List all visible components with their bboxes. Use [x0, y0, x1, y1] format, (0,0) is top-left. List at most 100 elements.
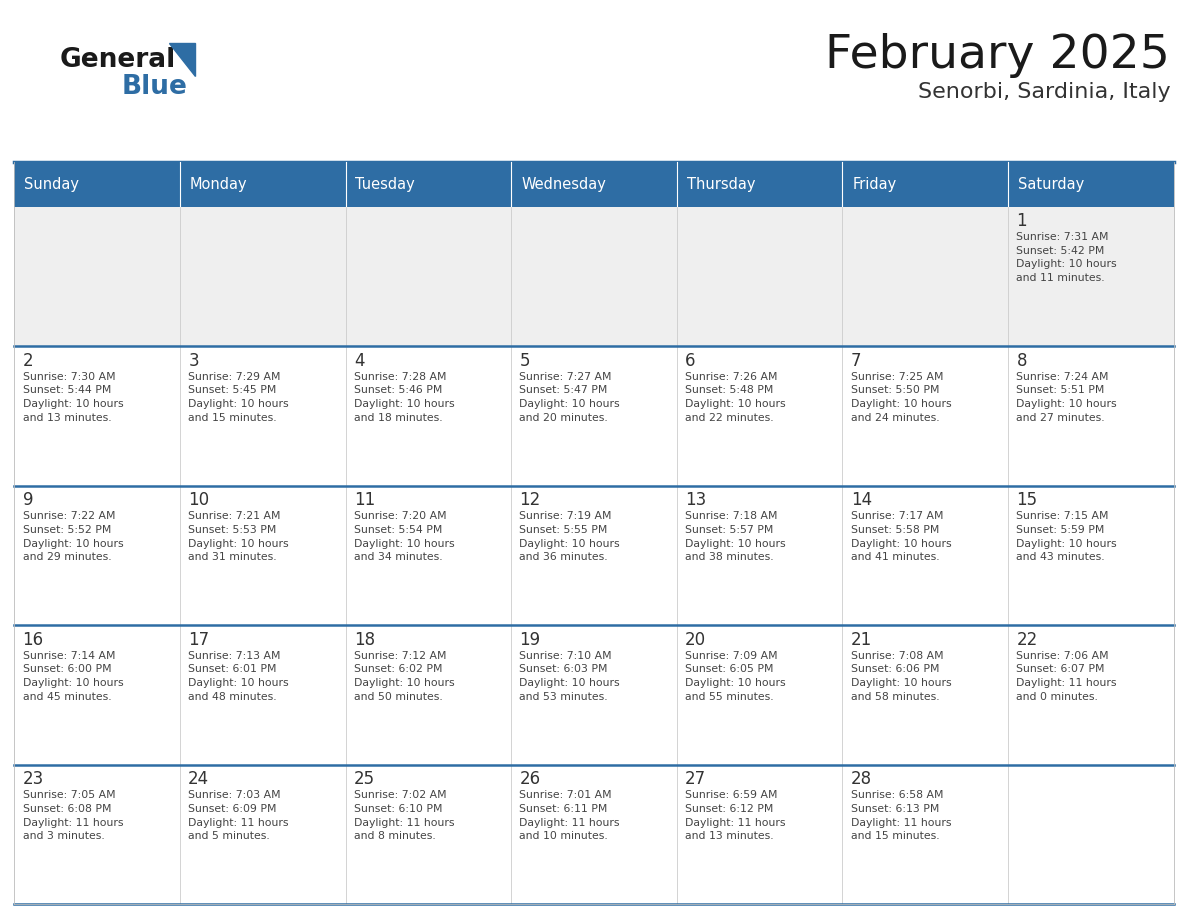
Text: 28: 28 [851, 770, 872, 789]
Text: 12: 12 [519, 491, 541, 509]
Bar [511, 486, 677, 625]
Text: 23: 23 [23, 770, 44, 789]
Text: Sunrise: 7:06 AM
Sunset: 6:07 PM
Daylight: 11 hours
and 0 minutes.: Sunrise: 7:06 AM Sunset: 6:07 PM Dayligh… [1017, 651, 1117, 701]
Text: 9: 9 [23, 491, 33, 509]
Text: Sunrise: 7:12 AM
Sunset: 6:02 PM
Daylight: 10 hours
and 50 minutes.: Sunrise: 7:12 AM Sunset: 6:02 PM Dayligh… [354, 651, 455, 701]
Bar [511, 207, 677, 346]
Text: Sunrise: 7:10 AM
Sunset: 6:03 PM
Daylight: 10 hours
and 53 minutes.: Sunrise: 7:10 AM Sunset: 6:03 PM Dayligh… [519, 651, 620, 701]
Text: Thursday: Thursday [687, 177, 756, 192]
Bar [179, 486, 346, 625]
Bar [346, 162, 511, 207]
Text: 22: 22 [1017, 631, 1037, 649]
Text: 11: 11 [354, 491, 375, 509]
Bar [511, 162, 677, 207]
Text: Sunrise: 7:18 AM
Sunset: 5:57 PM
Daylight: 10 hours
and 38 minutes.: Sunrise: 7:18 AM Sunset: 5:57 PM Dayligh… [685, 511, 785, 562]
Text: 25: 25 [354, 770, 375, 789]
Bar [842, 486, 1009, 625]
Text: Sunrise: 7:13 AM
Sunset: 6:01 PM
Daylight: 10 hours
and 48 minutes.: Sunrise: 7:13 AM Sunset: 6:01 PM Dayligh… [188, 651, 289, 701]
Bar [1009, 625, 1174, 765]
Bar [1009, 207, 1174, 346]
Text: Sunrise: 7:15 AM
Sunset: 5:59 PM
Daylight: 10 hours
and 43 minutes.: Sunrise: 7:15 AM Sunset: 5:59 PM Dayligh… [1017, 511, 1117, 562]
Text: Sunrise: 7:01 AM
Sunset: 6:11 PM
Daylight: 11 hours
and 10 minutes.: Sunrise: 7:01 AM Sunset: 6:11 PM Dayligh… [519, 790, 620, 841]
Text: 15: 15 [1017, 491, 1037, 509]
Bar [842, 207, 1009, 346]
Bar [179, 207, 346, 346]
Text: Sunrise: 7:17 AM
Sunset: 5:58 PM
Daylight: 10 hours
and 41 minutes.: Sunrise: 7:17 AM Sunset: 5:58 PM Dayligh… [851, 511, 952, 562]
Text: 17: 17 [188, 631, 209, 649]
Text: Sunrise: 6:58 AM
Sunset: 6:13 PM
Daylight: 11 hours
and 15 minutes.: Sunrise: 6:58 AM Sunset: 6:13 PM Dayligh… [851, 790, 952, 841]
Bar [842, 162, 1009, 207]
Bar [14, 765, 179, 904]
Text: Sunrise: 7:24 AM
Sunset: 5:51 PM
Daylight: 10 hours
and 27 minutes.: Sunrise: 7:24 AM Sunset: 5:51 PM Dayligh… [1017, 372, 1117, 422]
Bar [677, 162, 842, 207]
Text: 1: 1 [1017, 212, 1028, 230]
Bar [14, 207, 179, 346]
Text: Sunrise: 7:08 AM
Sunset: 6:06 PM
Daylight: 10 hours
and 58 minutes.: Sunrise: 7:08 AM Sunset: 6:06 PM Dayligh… [851, 651, 952, 701]
Bar [1009, 162, 1174, 207]
Text: 26: 26 [519, 770, 541, 789]
Text: General: General [59, 47, 176, 73]
Bar [346, 765, 511, 904]
Text: Sunrise: 7:14 AM
Sunset: 6:00 PM
Daylight: 10 hours
and 45 minutes.: Sunrise: 7:14 AM Sunset: 6:00 PM Dayligh… [23, 651, 124, 701]
Bar [14, 346, 179, 486]
Text: Sunrise: 7:09 AM
Sunset: 6:05 PM
Daylight: 10 hours
and 55 minutes.: Sunrise: 7:09 AM Sunset: 6:05 PM Dayligh… [685, 651, 785, 701]
Text: Sunday: Sunday [24, 177, 80, 192]
Text: Sunrise: 7:19 AM
Sunset: 5:55 PM
Daylight: 10 hours
and 36 minutes.: Sunrise: 7:19 AM Sunset: 5:55 PM Dayligh… [519, 511, 620, 562]
Bar [677, 486, 842, 625]
Text: 21: 21 [851, 631, 872, 649]
Text: 6: 6 [685, 352, 696, 370]
Bar [511, 346, 677, 486]
Bar [677, 625, 842, 765]
Text: 10: 10 [188, 491, 209, 509]
Bar [677, 346, 842, 486]
Bar [179, 162, 346, 207]
Text: 7: 7 [851, 352, 861, 370]
Text: Sunrise: 6:59 AM
Sunset: 6:12 PM
Daylight: 11 hours
and 13 minutes.: Sunrise: 6:59 AM Sunset: 6:12 PM Dayligh… [685, 790, 785, 841]
Text: Blue: Blue [121, 74, 187, 100]
Bar [677, 765, 842, 904]
Text: Sunrise: 7:29 AM
Sunset: 5:45 PM
Daylight: 10 hours
and 15 minutes.: Sunrise: 7:29 AM Sunset: 5:45 PM Dayligh… [188, 372, 289, 422]
Text: 3: 3 [188, 352, 198, 370]
Bar [842, 765, 1009, 904]
Text: Sunrise: 7:26 AM
Sunset: 5:48 PM
Daylight: 10 hours
and 22 minutes.: Sunrise: 7:26 AM Sunset: 5:48 PM Dayligh… [685, 372, 785, 422]
Bar [179, 765, 346, 904]
Text: Sunrise: 7:02 AM
Sunset: 6:10 PM
Daylight: 11 hours
and 8 minutes.: Sunrise: 7:02 AM Sunset: 6:10 PM Dayligh… [354, 790, 454, 841]
Bar [14, 162, 179, 207]
Text: Sunrise: 7:21 AM
Sunset: 5:53 PM
Daylight: 10 hours
and 31 minutes.: Sunrise: 7:21 AM Sunset: 5:53 PM Dayligh… [188, 511, 289, 562]
Text: 14: 14 [851, 491, 872, 509]
Bar [677, 207, 842, 346]
Text: Sunrise: 7:03 AM
Sunset: 6:09 PM
Daylight: 11 hours
and 5 minutes.: Sunrise: 7:03 AM Sunset: 6:09 PM Dayligh… [188, 790, 289, 841]
Bar [14, 486, 179, 625]
Bar [179, 346, 346, 486]
Text: Monday: Monday [190, 177, 247, 192]
Text: Wednesday: Wednesday [522, 177, 606, 192]
Bar [346, 207, 511, 346]
Text: Sunrise: 7:22 AM
Sunset: 5:52 PM
Daylight: 10 hours
and 29 minutes.: Sunrise: 7:22 AM Sunset: 5:52 PM Dayligh… [23, 511, 124, 562]
Bar [346, 486, 511, 625]
Text: 16: 16 [23, 631, 44, 649]
Bar [346, 625, 511, 765]
Text: 24: 24 [188, 770, 209, 789]
Text: Sunrise: 7:31 AM
Sunset: 5:42 PM
Daylight: 10 hours
and 11 minutes.: Sunrise: 7:31 AM Sunset: 5:42 PM Dayligh… [1017, 232, 1117, 283]
Text: 2: 2 [23, 352, 33, 370]
Text: Tuesday: Tuesday [355, 177, 416, 192]
Bar [842, 625, 1009, 765]
Text: 20: 20 [685, 631, 706, 649]
Text: Sunrise: 7:20 AM
Sunset: 5:54 PM
Daylight: 10 hours
and 34 minutes.: Sunrise: 7:20 AM Sunset: 5:54 PM Dayligh… [354, 511, 455, 562]
Polygon shape [169, 43, 195, 76]
Bar [1009, 346, 1174, 486]
Text: February 2025: February 2025 [826, 32, 1170, 78]
Text: Saturday: Saturday [1018, 177, 1085, 192]
Text: Sunrise: 7:30 AM
Sunset: 5:44 PM
Daylight: 10 hours
and 13 minutes.: Sunrise: 7:30 AM Sunset: 5:44 PM Dayligh… [23, 372, 124, 422]
Text: 27: 27 [685, 770, 706, 789]
Text: Sunrise: 7:05 AM
Sunset: 6:08 PM
Daylight: 11 hours
and 3 minutes.: Sunrise: 7:05 AM Sunset: 6:08 PM Dayligh… [23, 790, 124, 841]
Text: 18: 18 [354, 631, 375, 649]
Text: 4: 4 [354, 352, 365, 370]
Text: Friday: Friday [853, 177, 897, 192]
Text: 19: 19 [519, 631, 541, 649]
Bar [511, 765, 677, 904]
Text: Sunrise: 7:27 AM
Sunset: 5:47 PM
Daylight: 10 hours
and 20 minutes.: Sunrise: 7:27 AM Sunset: 5:47 PM Dayligh… [519, 372, 620, 422]
Bar [1009, 486, 1174, 625]
Text: Senorbi, Sardinia, Italy: Senorbi, Sardinia, Italy [917, 82, 1170, 102]
Text: 8: 8 [1017, 352, 1026, 370]
